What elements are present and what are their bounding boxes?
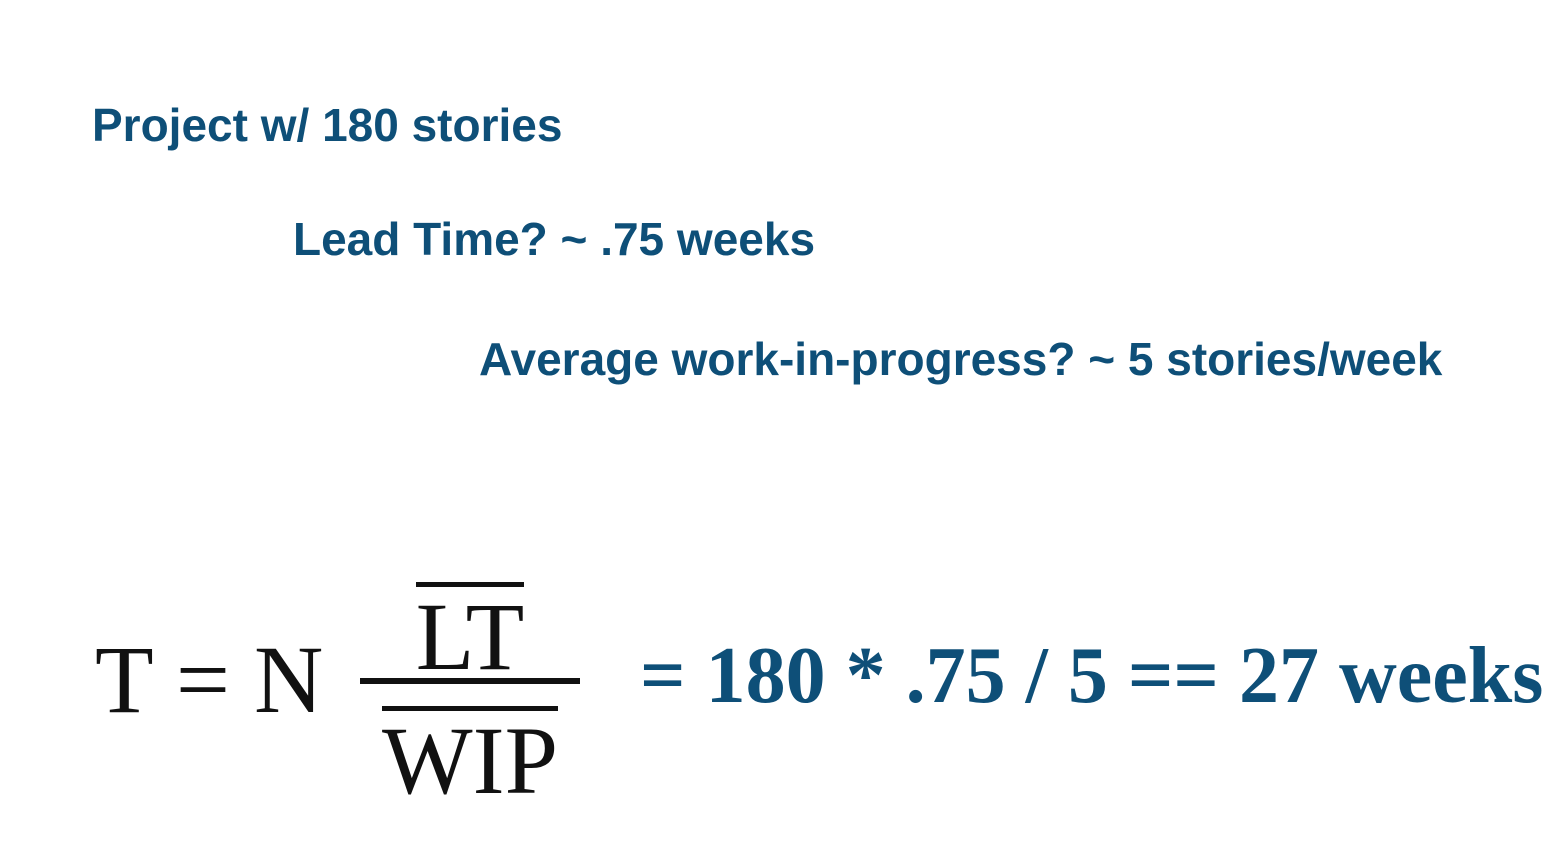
average-wip-text: Average work-in-progress? ~ 5 stories/we… (479, 333, 1443, 385)
fraction-bar (360, 678, 580, 684)
fraction-denominator: WIP (360, 706, 580, 809)
project-stories-text: Project w/ 180 stories (92, 99, 563, 151)
formula-result: = 180 * .75 / 5 == 27 weeks (640, 632, 1544, 720)
lead-time-text: Lead Time? ~ .75 weeks (293, 213, 816, 265)
denominator-label: WIP (382, 706, 558, 814)
fraction-numerator: LT (360, 582, 580, 685)
formula-fraction: LT WIP (360, 572, 580, 809)
numerator-label: LT (415, 582, 525, 690)
formula-lhs: T = N (95, 626, 324, 733)
